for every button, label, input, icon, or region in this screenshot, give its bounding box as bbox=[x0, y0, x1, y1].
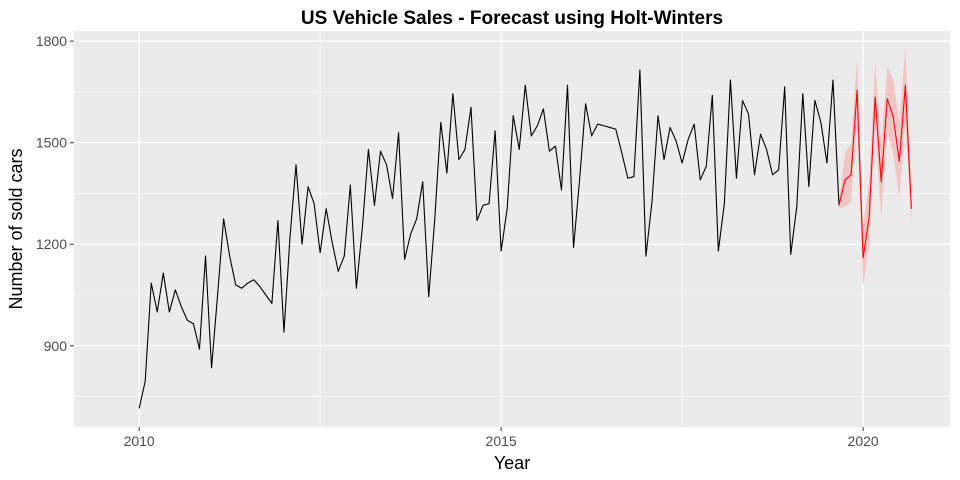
y-tick-label: 900 bbox=[44, 338, 68, 354]
x-axis: 2010 2015 2020 bbox=[124, 427, 879, 449]
y-tick-label: 1200 bbox=[36, 236, 67, 252]
plot-panel bbox=[74, 31, 950, 427]
x-axis-title: Year bbox=[494, 453, 530, 473]
y-axis: 900 1200 1500 1800 bbox=[36, 33, 74, 354]
y-tick-label: 1800 bbox=[36, 33, 67, 49]
forecast-interval-band bbox=[838, 47, 912, 287]
x-tick-label: 2020 bbox=[848, 433, 879, 449]
x-tick-label: 2010 bbox=[124, 433, 155, 449]
forecast-line bbox=[838, 84, 912, 259]
y-axis-title: Number of sold cars bbox=[6, 148, 26, 309]
series-layer bbox=[138, 69, 912, 409]
actual-sales-line bbox=[138, 69, 840, 409]
y-tick-label: 1500 bbox=[36, 135, 67, 151]
chart-title: US Vehicle Sales - Forecast using Holt-W… bbox=[301, 8, 723, 29]
grid-minor bbox=[74, 31, 950, 427]
x-tick-label: 2015 bbox=[486, 433, 517, 449]
forecast-interval-layer bbox=[838, 47, 912, 287]
